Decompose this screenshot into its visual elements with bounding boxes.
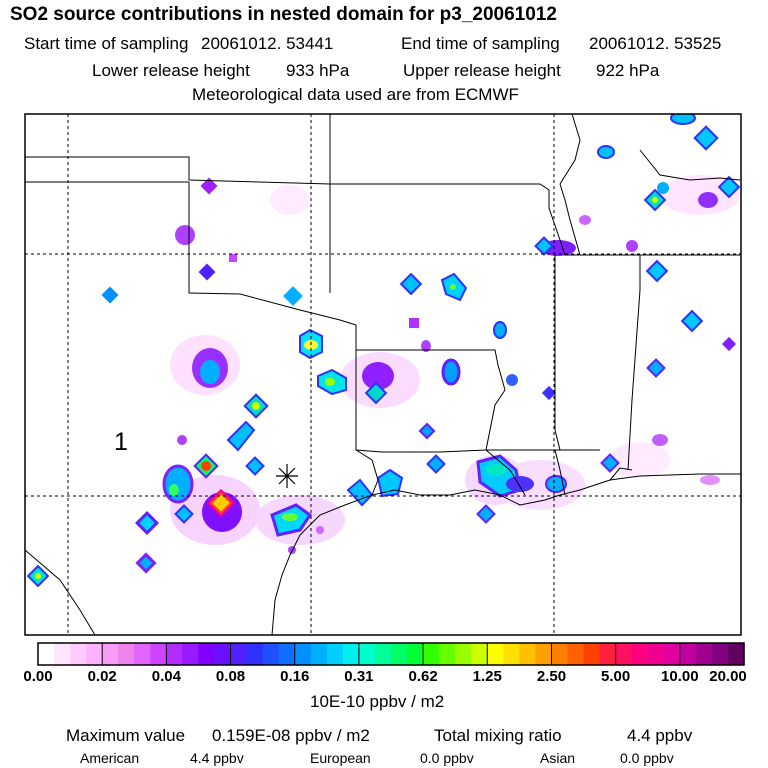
colorbar-cell bbox=[407, 643, 424, 665]
colorbar-tick-label: 0.31 bbox=[344, 668, 374, 685]
colorbar-cell bbox=[70, 643, 87, 665]
colorbar-cell bbox=[214, 643, 232, 665]
colorbar-tick-label: 0.00 bbox=[23, 668, 53, 685]
colorbar-cell bbox=[423, 643, 440, 665]
lower-release-value: 933 hPa bbox=[286, 61, 350, 80]
colorbar-unit-label: 10E-10 ppbv / m2 bbox=[310, 692, 445, 711]
graticule bbox=[25, 114, 741, 635]
asian-value: 0.0 ppbv bbox=[620, 750, 674, 766]
colorbar-cell bbox=[551, 643, 569, 665]
colorbar-cell bbox=[615, 643, 633, 665]
colorbar-cell bbox=[391, 643, 408, 665]
colorbar-tick-label: 20.00 bbox=[709, 668, 747, 685]
upper-release-value: 922 hPa bbox=[596, 61, 660, 80]
map-frame bbox=[24, 113, 742, 636]
colorbar-tick-label: 0.16 bbox=[280, 668, 310, 685]
plot-title: SO2 source contributions in nested domai… bbox=[10, 4, 557, 25]
colorbar-tick-label: 0.08 bbox=[215, 668, 246, 685]
colorbar-cell bbox=[374, 643, 392, 665]
colorbar-cell bbox=[455, 643, 472, 665]
colorbar-cell bbox=[487, 643, 504, 665]
total-mixing-label: Total mixing ratio bbox=[434, 726, 562, 745]
colorbar-cell bbox=[86, 643, 103, 665]
colorbar-cell bbox=[230, 643, 248, 665]
colorbar-tick-label: 0.62 bbox=[408, 668, 438, 685]
colorbar-tick-label: 10.00 bbox=[661, 668, 699, 685]
colorbar-tick-label: 2.50 bbox=[536, 668, 567, 685]
colorbar-cell bbox=[150, 643, 167, 665]
colorbar-cell bbox=[583, 643, 601, 665]
concentration-spots bbox=[26, 114, 741, 588]
colorbar-cell bbox=[503, 643, 520, 665]
upper-release-label: Upper release height bbox=[403, 61, 561, 80]
colorbar-cell bbox=[519, 643, 537, 665]
colorbar-tick-label: 1.25 bbox=[472, 668, 502, 685]
colorbar-cell bbox=[342, 643, 360, 665]
colorbar-cell bbox=[262, 643, 280, 665]
colorbar-cell bbox=[679, 643, 697, 665]
start-time-label: Start time of sampling bbox=[24, 34, 189, 53]
colorbar-cell bbox=[663, 643, 681, 665]
total-mixing-value: 4.4 ppbv bbox=[627, 726, 693, 745]
release-point-asterisk bbox=[276, 464, 298, 488]
colorbar-cell bbox=[118, 643, 135, 665]
meteo-source-text: Meteorological data used are from ECMWF bbox=[192, 85, 519, 104]
asian-label: Asian bbox=[540, 750, 576, 766]
colorbar-cell bbox=[134, 643, 151, 665]
lower-release-label: Lower release height bbox=[92, 61, 250, 80]
max-value: 0.159E-08 ppbv / m2 bbox=[212, 726, 370, 745]
european-value: 0.0 ppbv bbox=[420, 750, 474, 766]
colorbar-cell bbox=[567, 643, 585, 665]
european-label: European bbox=[310, 750, 371, 766]
colorbar-cell bbox=[326, 643, 344, 665]
colorbar-cell bbox=[711, 643, 729, 665]
american-label: American bbox=[80, 750, 140, 766]
colorbar-cell bbox=[278, 643, 296, 665]
colorbar-tick-label: 0.02 bbox=[87, 668, 117, 685]
colorbar bbox=[38, 643, 745, 665]
colorbar-cell bbox=[38, 643, 55, 665]
american-value: 4.4 ppbv bbox=[190, 750, 244, 766]
colorbar-cell bbox=[535, 643, 553, 665]
colorbar-cell bbox=[166, 643, 184, 665]
colorbar-cell bbox=[631, 643, 649, 665]
colorbar-cell bbox=[310, 643, 328, 665]
colorbar-cell bbox=[471, 643, 488, 665]
colorbar-cell bbox=[198, 643, 216, 665]
start-time-value: 20061012. 53441 bbox=[201, 34, 334, 53]
colorbar-cell bbox=[727, 643, 745, 665]
colorbar-cell bbox=[246, 643, 264, 665]
colorbar-cell bbox=[54, 643, 71, 665]
end-time-label: End time of sampling bbox=[401, 34, 560, 53]
colorbar-cell bbox=[599, 643, 617, 665]
max-value-label: Maximum value bbox=[66, 726, 186, 745]
region-label: 1 bbox=[114, 428, 128, 456]
colorbar-cell bbox=[695, 643, 713, 665]
colorbar-tick-label: 0.04 bbox=[151, 668, 181, 685]
colorbar-cell bbox=[358, 643, 376, 665]
colorbar-frame bbox=[37, 642, 745, 666]
colorbar-cell bbox=[102, 643, 119, 665]
geo-boundaries bbox=[25, 114, 741, 635]
colorbar-cell bbox=[182, 643, 200, 665]
colorbar-cell bbox=[439, 643, 456, 665]
colorbar-cell bbox=[647, 643, 665, 665]
colorbar-cell bbox=[294, 643, 312, 665]
colorbar-tick-label: 5.00 bbox=[601, 668, 631, 685]
end-time-value: 20061012. 53525 bbox=[589, 34, 722, 53]
